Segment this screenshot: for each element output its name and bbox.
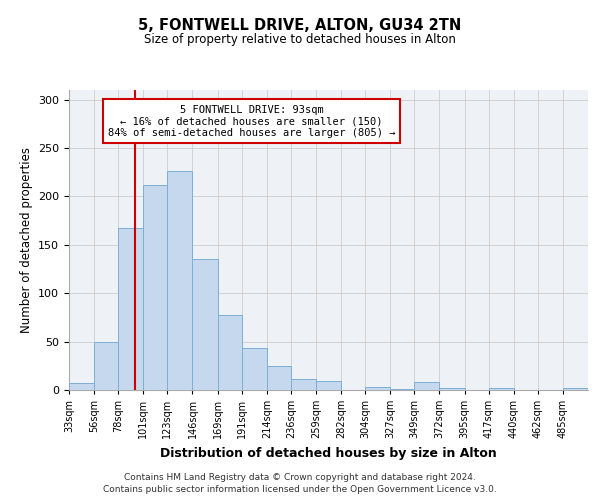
Bar — [267, 366, 291, 390]
Bar — [118, 228, 143, 390]
Text: 5, FONTWELL DRIVE, ALTON, GU34 2TN: 5, FONTWELL DRIVE, ALTON, GU34 2TN — [139, 18, 461, 32]
Bar — [242, 348, 267, 390]
Bar — [193, 260, 218, 390]
Bar — [414, 382, 439, 390]
Bar — [291, 380, 316, 390]
Bar — [316, 382, 341, 390]
Bar — [69, 383, 94, 390]
Bar — [94, 342, 118, 390]
Bar — [488, 388, 514, 390]
Bar — [439, 388, 464, 390]
Text: Contains HM Land Registry data © Crown copyright and database right 2024.: Contains HM Land Registry data © Crown c… — [124, 472, 476, 482]
Y-axis label: Number of detached properties: Number of detached properties — [20, 147, 32, 333]
Bar — [365, 387, 390, 390]
Text: Size of property relative to detached houses in Alton: Size of property relative to detached ho… — [144, 32, 456, 46]
Text: 5 FONTWELL DRIVE: 93sqm
← 16% of detached houses are smaller (150)
84% of semi-d: 5 FONTWELL DRIVE: 93sqm ← 16% of detache… — [108, 104, 395, 138]
X-axis label: Distribution of detached houses by size in Alton: Distribution of detached houses by size … — [160, 446, 497, 460]
Text: Contains public sector information licensed under the Open Government Licence v3: Contains public sector information licen… — [103, 485, 497, 494]
Bar — [390, 389, 414, 390]
Bar — [143, 185, 167, 390]
Bar — [218, 316, 242, 390]
Bar — [167, 172, 193, 390]
Bar — [563, 388, 588, 390]
